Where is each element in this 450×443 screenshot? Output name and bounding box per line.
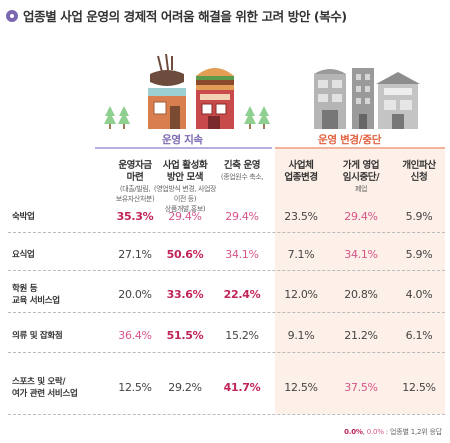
table-cell: 33.6% (166, 288, 204, 301)
column-header-note: 보유자산처분) (115, 195, 155, 203)
table-cell: 35.3% (116, 210, 154, 223)
footnote-second-color: 0.0% (366, 428, 384, 436)
row-label: 요식업 (12, 249, 35, 261)
table-cell: 27.1% (118, 248, 152, 261)
row-label: 스포츠 및 오락/여가 관련 서비스업 (12, 376, 78, 400)
table-cell: 23.5% (284, 210, 318, 223)
column-header-title: 마련 (126, 172, 144, 183)
table-cell: 12.0% (284, 288, 318, 301)
column-header-title: 신청 (410, 172, 428, 183)
table-cell: 37.5% (344, 381, 378, 394)
column-header-title: 긴축 운영 (223, 160, 261, 171)
tree-icon (258, 106, 270, 129)
row-separator (8, 312, 445, 313)
column-header: 개인파산 신청 (387, 160, 450, 184)
table-cell: 36.4% (118, 329, 152, 342)
footnote-first-color: 0.0% (344, 428, 363, 436)
table-cell: 6.1% (405, 329, 433, 342)
tree-icon (244, 106, 256, 129)
column-header-title: 임시중단/ (342, 172, 380, 183)
row-separator (8, 270, 445, 271)
closed-shop-icon (314, 69, 346, 129)
group-label-sustain: 운영 지속 (162, 134, 203, 146)
column-header-title: 사업체 (288, 160, 314, 171)
table-cell: 12.5% (402, 381, 436, 394)
row-separator (8, 352, 445, 353)
table-cell: 34.1% (225, 248, 259, 261)
footnote-text: : 업종별 1,2위 응답 (383, 428, 442, 436)
table-cell: 51.5% (166, 329, 204, 342)
table-cell: 7.1% (287, 248, 315, 261)
table-cell: 41.7% (223, 381, 261, 394)
table-cell: 9.1% (287, 329, 315, 342)
column-header: 사업체 업종변경 (269, 160, 333, 184)
group-label-change: 운영 변경/중단 (318, 134, 382, 146)
title-bullet-icon (6, 9, 18, 22)
row-label-line: 스포츠 및 오락/ (12, 377, 66, 387)
tree-icon (118, 106, 130, 129)
column-header-note: 폐업 (354, 185, 368, 193)
closed-mart-icon (376, 72, 420, 129)
column-header-note: 상품개발,홍보) (164, 205, 206, 213)
burger-shop-icon (196, 68, 234, 129)
table-cell: 34.1% (344, 248, 378, 261)
table-cell: 12.5% (118, 381, 152, 394)
row-label: 의류 및 잡화점 (12, 330, 63, 342)
table-cell: 29.4% (168, 210, 202, 223)
row-separator (8, 414, 445, 415)
tree-icon (104, 106, 116, 129)
column-header-title: 개인파산 (402, 160, 436, 171)
table-cell: 5.9% (405, 248, 433, 261)
change-illustration (314, 68, 420, 129)
row-label-line: 여가 관련 서비스업 (12, 389, 78, 399)
table-cell: 15.2% (225, 329, 259, 342)
footnote: 0.0%, 0.0% : 업종별 1,2위 응답 (344, 427, 442, 437)
table-cell: 20.0% (118, 288, 152, 301)
group-divider-sustain (95, 147, 272, 149)
column-header: 가게 영업 임시중단/폐업 (329, 160, 393, 194)
table-cell: 29.4% (344, 210, 378, 223)
column-header-note: (대출/빌림, (119, 185, 151, 193)
row-label: 숙박업 (12, 211, 35, 223)
title-row: 업종별 사업 운영의 경제적 어려움 해결을 위한 고려 방안 (복수) (6, 6, 347, 25)
row-label-line: 숙박업 (12, 212, 35, 222)
sustain-illustration (104, 54, 270, 129)
closed-building-icon (352, 68, 374, 129)
column-header-title: 가게 영업 (342, 160, 380, 171)
row-label-line: 요식업 (12, 250, 35, 260)
noodle-shop-icon (148, 54, 186, 129)
table-cell: 20.8% (344, 288, 378, 301)
row-label-line: 학원 등 (12, 284, 38, 294)
column-header: 긴축 운영 (종업원수 축소, (200, 160, 284, 182)
table-cell: 29.2% (168, 381, 202, 394)
table-cell: 4.0% (405, 288, 433, 301)
row-label-line: 의류 및 잡화점 (12, 331, 63, 341)
column-header-note: (영업방식 변경, 사업장 이전 등) (153, 185, 217, 203)
table-cell: 22.4% (223, 288, 261, 301)
column-header-title: 방안 모색 (166, 172, 204, 183)
table-cell: 50.6% (166, 248, 204, 261)
page-title: 업종별 사업 운영의 경제적 어려움 해결을 위한 고려 방안 (복수) (23, 9, 347, 24)
column-header-title: 운영자금 (118, 160, 152, 171)
change-columns-band (275, 149, 445, 414)
table-cell: 29.4% (225, 210, 259, 223)
group-divider-change (275, 147, 445, 149)
table-cell: 21.2% (344, 329, 378, 342)
table-cell: 5.9% (405, 210, 433, 223)
column-header-title: 업종변경 (284, 172, 318, 183)
row-label-line: 교육 서비스업 (12, 296, 60, 306)
column-header: 사업 활성화 방안 모색 (영업방식 변경, 사업장 이전 등) 상품개발,홍보) (153, 160, 217, 214)
table-cell: 12.5% (284, 381, 318, 394)
column-header-title: 사업 활성화 (162, 160, 208, 171)
row-separator (8, 232, 445, 233)
column-header-note: (종업원수 축소, (220, 173, 264, 181)
column-header: 운영자금 마련 (대출/빌림, 보유자산처분) (103, 160, 167, 204)
footnote-sep: , (362, 428, 367, 436)
